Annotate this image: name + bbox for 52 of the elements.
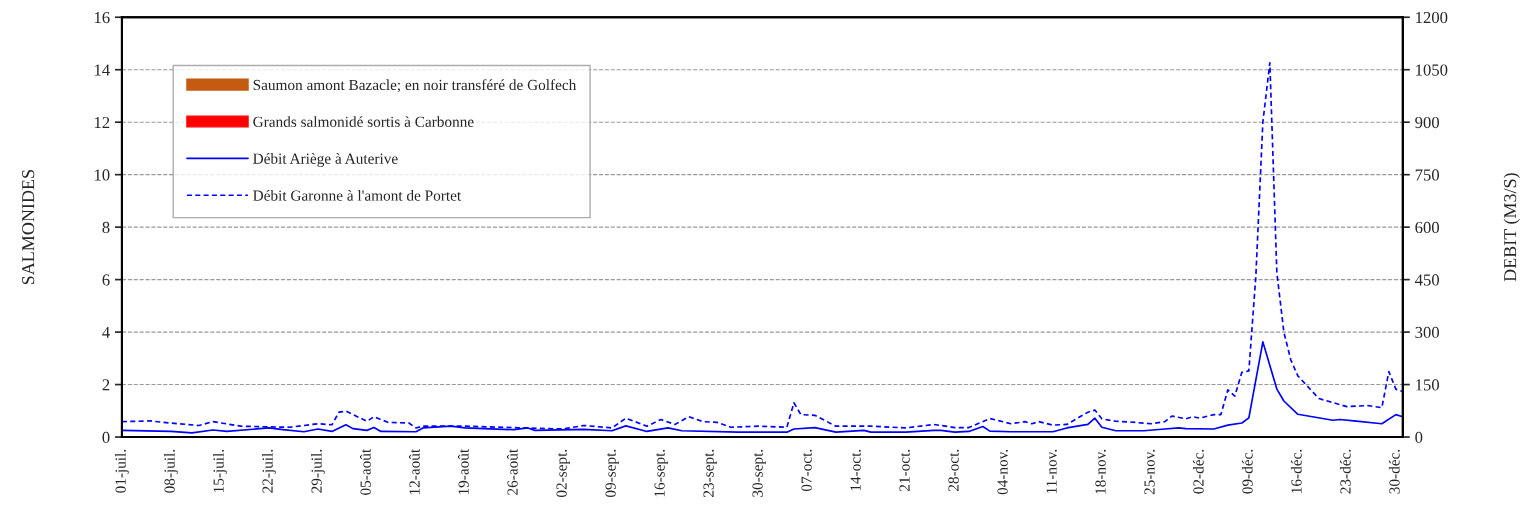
y-axis-title: SALMONIDES: [22, 170, 35, 285]
x-tick-label: 30-sept.: [752, 449, 766, 497]
x-tick-label: 29-juil.: [311, 449, 325, 493]
x-tick-label: 19-août: [457, 448, 469, 495]
x-tick-label: 16-sept.: [654, 449, 668, 497]
x-tick-label: 12-août: [408, 448, 420, 495]
legend-label: Grands salmonidé sortis à Carbonne: [253, 116, 474, 127]
x-tick-label: 05-août: [359, 448, 371, 495]
y-tick-label: 12: [94, 116, 110, 128]
y-tick-label: 10: [94, 169, 110, 181]
y2-tick-label: 600: [1415, 221, 1440, 234]
x-tick-label: 30-déc.: [1388, 449, 1400, 494]
x-tick-label: 02-sept.: [556, 449, 570, 498]
y2-axis-title: DEBIT (M3/S): [1503, 173, 1520, 282]
y-tick-label: 16: [94, 11, 110, 24]
line-series: [121, 61, 1403, 430]
legend-label: Débit Garonne à l'amont de Portet: [253, 189, 462, 201]
x-tick-label: 09-déc.: [1241, 449, 1253, 494]
legend-label: Débit Ariège à Auterive: [253, 153, 398, 167]
y2-tick-label: 900: [1415, 116, 1440, 129]
x-tick-label: 08-juil.: [164, 449, 178, 493]
x-tick-label: 01-juil.: [115, 449, 129, 493]
y2-tick-label: 150: [1416, 379, 1440, 391]
y-tick-label: 8: [102, 221, 110, 234]
x-tick-label: 14-oct.: [850, 449, 861, 491]
y-tick-label: 6: [102, 274, 110, 286]
y2-tick-label: 1200: [1416, 11, 1448, 24]
y2-tick-label: 750: [1415, 169, 1440, 181]
y2-tick-label: 1050: [1416, 64, 1448, 76]
x-tick-label: 07-oct.: [801, 449, 812, 492]
y2-tick-label: 300: [1415, 326, 1440, 339]
y-tick-label: 2: [102, 379, 110, 391]
x-tick-label: 23-déc.: [1339, 449, 1351, 494]
y2-tick-label: 450: [1414, 274, 1440, 286]
x-tick-label: 28-oct.: [948, 449, 959, 492]
x-tick-label: 09-sept.: [605, 449, 619, 498]
y-tick-label: 14: [94, 64, 110, 76]
x-tick-label: 25-nov.: [1144, 449, 1155, 495]
y-tick-label: 4: [102, 326, 110, 338]
x-tick-label: 04-nov.: [997, 449, 1008, 495]
x-tick-label: 15-juil.: [213, 449, 227, 493]
x-tick-label: 26-août: [506, 448, 518, 495]
y-tick-label: 0: [102, 431, 110, 443]
y2-tick-label: 0: [1415, 431, 1423, 443]
x-tick-label: 22-juil.: [262, 449, 276, 493]
x-tick-label: 23-sept.: [703, 449, 717, 497]
x-tick-label: 11-nov.: [1046, 449, 1057, 494]
x-tick-label: 16-déc.: [1290, 449, 1302, 493]
x-tick-label: 18-nov.: [1095, 449, 1106, 494]
x-tick-label: 02-déc.: [1192, 449, 1204, 494]
x-tick-label: 21-oct.: [899, 449, 910, 492]
legend-label: Saumon amont Bazacle; en noir transféré de Golfech: [253, 79, 577, 93]
